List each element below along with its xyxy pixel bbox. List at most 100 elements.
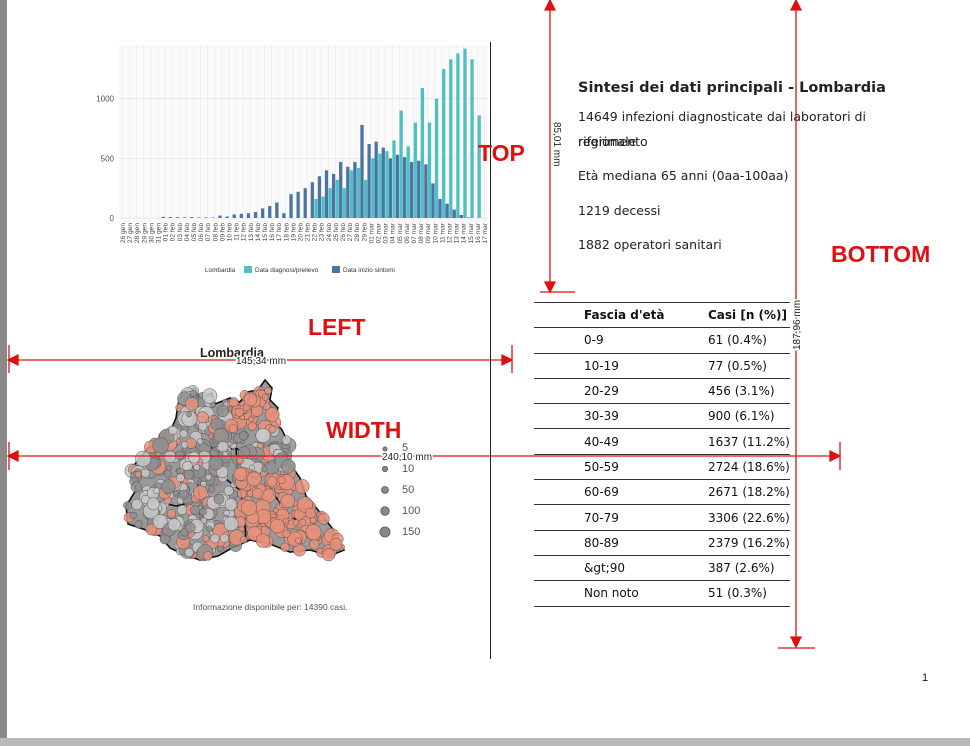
case-dot: [208, 485, 216, 493]
map-legend: [379, 446, 391, 538]
case-dot: [197, 438, 204, 445]
chart-bar-sintomi: [253, 212, 258, 218]
chart-bar-sintomi: [360, 124, 364, 218]
x-tick-label: 14 feb: [255, 223, 262, 242]
chart-bar-diagnosi: [477, 115, 481, 218]
case-dot: [268, 425, 277, 434]
chart-bar-sintomi: [452, 209, 456, 218]
x-tick-label: 12 feb: [241, 223, 248, 242]
x-tick-label: 15 mar: [468, 222, 475, 243]
case-dot: [193, 485, 208, 500]
chart-bar-diagnosi: [470, 59, 474, 218]
x-tick-label: 29 gen: [141, 223, 148, 244]
case-dot: [141, 468, 150, 478]
case-dot: [199, 507, 207, 516]
lombardia-case-map: [123, 378, 391, 562]
table-header-row: Fascia d'età Casi [n (%)]: [534, 301, 790, 329]
case-dot: [282, 529, 291, 538]
legend-label-10: 10: [402, 463, 415, 475]
x-tick-label: 13 mar: [454, 222, 461, 243]
case-dot: [228, 397, 239, 408]
x-tick-label: 21 feb: [305, 223, 312, 242]
x-tick-label: 27 gen: [127, 223, 134, 244]
case-dot: [174, 450, 185, 461]
case-dot: [193, 464, 200, 471]
table-row: 10-19 77 (0.5%): [534, 353, 790, 379]
case-dot: [295, 537, 302, 544]
case-dot: [203, 551, 213, 561]
chart-bar-sintomi: [431, 183, 435, 218]
case-dot: [129, 511, 138, 520]
chart-bar-sintomi: [268, 206, 272, 218]
table-row: 80-89 2379 (16.2%): [534, 530, 790, 556]
case-dot: [240, 535, 248, 544]
x-tick-label: 05 feb: [191, 223, 198, 242]
x-tick-label: 10 mar: [432, 222, 439, 243]
legend-dot-5: [382, 446, 388, 452]
chart-bar-sintomi: [225, 216, 229, 218]
case-dot: [223, 509, 230, 516]
chart-bar-diagnosi: [314, 198, 318, 218]
case-dot: [152, 514, 168, 530]
x-tick-label: 30 gen: [148, 223, 155, 244]
x-tick-label: 29 feb: [361, 223, 368, 242]
summary-line-health-workers: 1882 operatori sanitari: [578, 237, 722, 252]
table-row: 40-49 1637 (11.2%): [534, 428, 790, 455]
age-group-cell: 0-9: [534, 327, 708, 354]
age-group-cell: 40-49: [534, 428, 708, 455]
case-dot: [178, 489, 189, 500]
case-dot: [166, 509, 177, 519]
case-dot: [213, 493, 225, 505]
x-tick-label: 27 feb: [347, 223, 354, 242]
cases-cell: 900 (6.1%): [708, 403, 790, 430]
chart-bar-sintomi: [331, 173, 336, 218]
chart-bar-diagnosi: [442, 68, 446, 219]
case-dot: [247, 421, 257, 431]
chart-bar-diagnosi: [427, 122, 432, 218]
x-tick-label: 11 mar: [439, 222, 446, 243]
top-arrow-up: [543, 0, 557, 11]
case-dot: [216, 404, 229, 418]
case-dot: [167, 518, 181, 532]
x-tick-label: 01 mar: [368, 222, 375, 243]
chart-bar-sintomi: [424, 164, 428, 218]
x-tick-label: 10 feb: [226, 223, 233, 242]
chart-bar-sintomi: [218, 215, 222, 218]
case-dot: [265, 407, 280, 422]
x-tick-label: 18 feb: [283, 223, 290, 242]
case-dot: [228, 424, 238, 434]
chart-bar-diagnosi: [342, 188, 346, 218]
chart-bar-sintomi: [445, 203, 449, 218]
x-tick-label: 17 feb: [276, 223, 283, 242]
case-dot: [248, 464, 255, 471]
case-dot: [243, 392, 258, 407]
table-row: Non noto 51 (0.3%): [534, 580, 790, 607]
cases-cell: 456 (3.1%): [708, 378, 790, 405]
chart-bar-diagnosi: [349, 170, 354, 218]
x-tick-label: 05 mar: [397, 222, 404, 243]
x-tick-label: 08 mar: [418, 222, 425, 243]
case-dot: [295, 479, 310, 494]
chart-bar-diagnosi: [406, 146, 410, 218]
top-measure-label: 85,01 mm: [551, 122, 562, 166]
cases-cell: 3306 (22.6%): [708, 504, 790, 531]
table-row: &gt;90 387 (2.6%): [534, 555, 790, 582]
chart-bar-sintomi: [374, 141, 378, 218]
cases-cell: 61 (0.4%): [708, 327, 790, 354]
chart-bar-diagnosi: [456, 53, 460, 219]
case-dot: [184, 547, 194, 558]
chart-bar-diagnosi: [463, 48, 467, 218]
age-group-cell: 70-79: [534, 504, 708, 531]
x-tick-label: 31 gen: [156, 223, 163, 244]
chart-bar-sintomi: [246, 213, 251, 218]
chart-bar-sintomi: [417, 160, 421, 218]
width-measure-label: 240,10 mm: [382, 452, 432, 463]
x-tick-label: 23 feb: [319, 223, 326, 242]
x-tick-label: 11 feb: [234, 223, 241, 241]
chart-bar-diagnosi: [364, 179, 368, 218]
y-tick-label: 500: [101, 154, 115, 163]
table-row: 20-29 456 (3.1%): [534, 378, 790, 405]
chart-bar-diagnosi: [420, 87, 425, 218]
case-dot: [223, 485, 234, 496]
case-dot: [238, 431, 249, 441]
